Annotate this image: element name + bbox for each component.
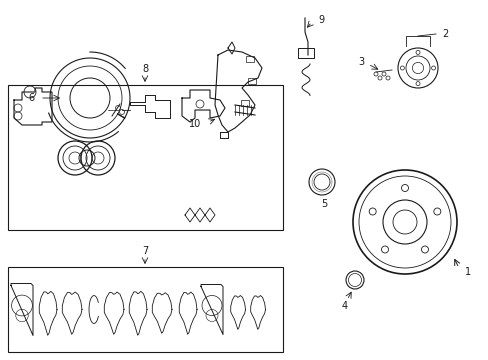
Bar [8,85,283,230]
Text: 1: 1 [464,267,470,277]
Text: 5: 5 [320,199,326,209]
Text: 7: 7 [142,246,148,256]
Text: 3: 3 [357,57,363,67]
Bar [8,267,283,352]
Bar [241,100,248,106]
Text: 2: 2 [441,29,447,39]
Text: 10: 10 [188,119,201,129]
Text: 4: 4 [341,301,347,311]
Text: 6: 6 [28,93,34,103]
Bar [297,48,313,58]
Bar [245,56,253,62]
Bar [247,78,256,84]
Text: 9: 9 [317,15,324,25]
Text: 8: 8 [142,64,148,74]
